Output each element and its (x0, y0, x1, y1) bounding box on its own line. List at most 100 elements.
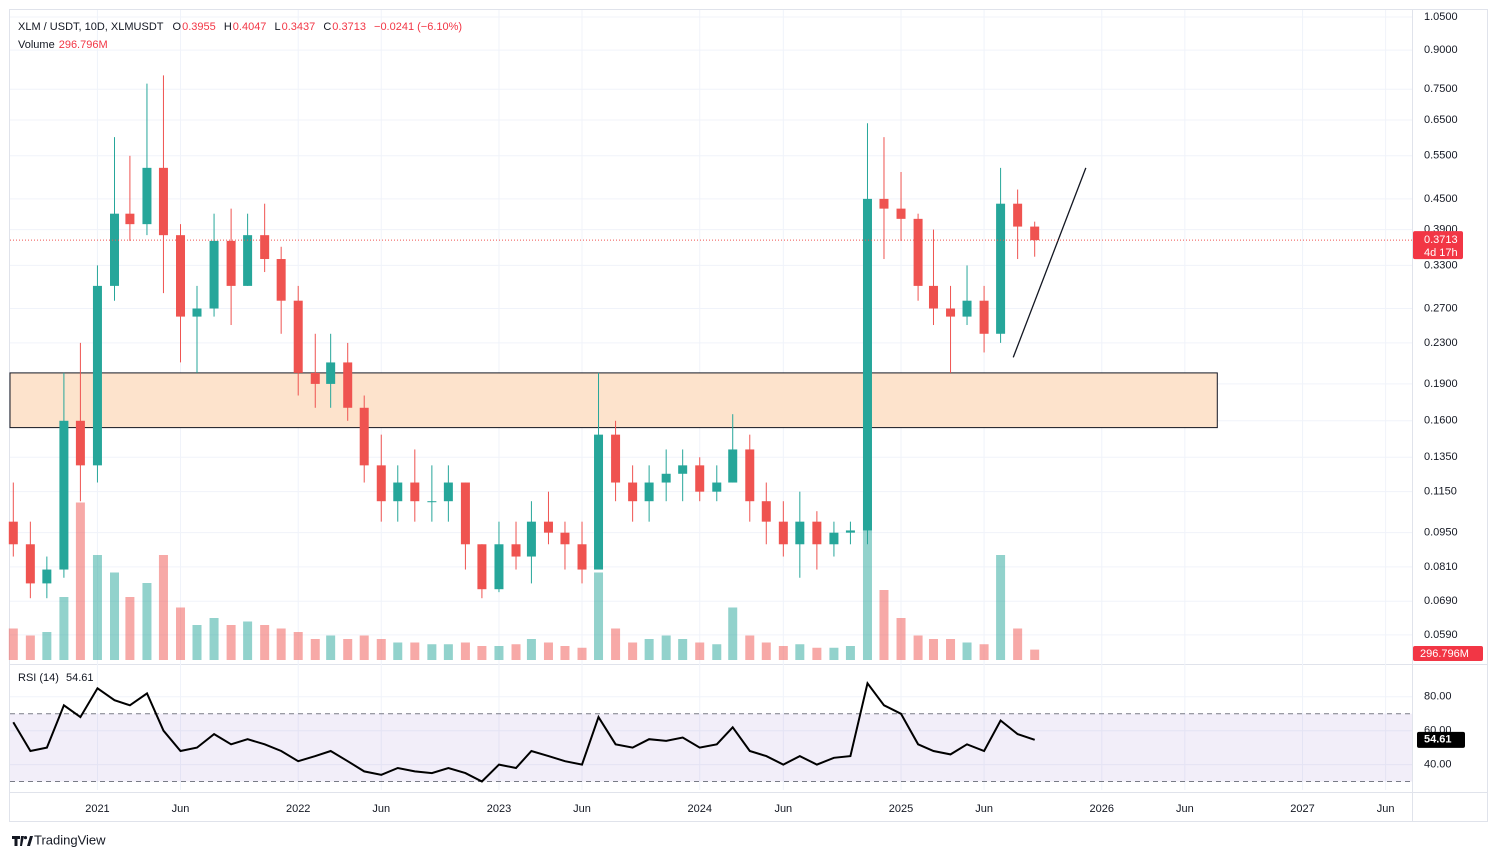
support-zone (9, 372, 1218, 429)
y-tick-label: 0.3300 (1424, 259, 1458, 271)
x-tick-label: 2027 (1290, 803, 1314, 815)
candle-body (812, 521, 822, 545)
candle-body (494, 544, 504, 590)
volume-bar (560, 646, 570, 660)
candle-body (410, 482, 420, 502)
candle-body (928, 285, 938, 309)
rsi-value: 54.61 (66, 672, 94, 684)
volume-bar (879, 590, 889, 660)
candle-body (142, 167, 152, 225)
candle-body (276, 259, 286, 301)
o-label: O (172, 21, 182, 33)
rsi-band (10, 713, 1412, 782)
candle-body (42, 569, 52, 584)
volume-bar (845, 646, 855, 660)
volume-bar (862, 492, 872, 660)
volume-name: Volume (18, 39, 55, 51)
candle-body (176, 235, 186, 317)
volume-bar (209, 618, 219, 660)
rsi-tick-label: 40.00 (1424, 758, 1452, 770)
volume-bar (745, 635, 755, 660)
x-tick-label: Jun (1377, 803, 1395, 815)
candle-body (192, 308, 202, 317)
volume-bar (142, 583, 152, 660)
c-value: 0.3713 (332, 21, 366, 33)
legend: XLM / USDT, 10D, XLMUSDT O0.3955 H0.4047… (18, 18, 467, 54)
candle-body (913, 218, 923, 286)
x-tick-label: Jun (372, 803, 390, 815)
candle-body (678, 465, 688, 474)
candle-body (75, 420, 85, 466)
candle-body (226, 240, 236, 286)
x-tick-label: Jun (774, 803, 792, 815)
candle-body (393, 482, 403, 502)
y-tick-label: 0.2700 (1424, 302, 1458, 314)
candle-body (979, 300, 989, 334)
volume-bar (42, 632, 52, 660)
y-tick-label: 0.4500 (1424, 193, 1458, 205)
candle-body (92, 285, 102, 466)
candle-body (25, 544, 35, 584)
o-value: 0.3955 (182, 21, 216, 33)
symbol-row: XLM / USDT, 10D, XLMUSDT O0.3955 H0.4047… (18, 18, 467, 36)
y-tick-label: 0.0810 (1424, 561, 1458, 573)
l-label: L (274, 21, 281, 33)
candle-body (695, 465, 705, 492)
x-tick-label: 2025 (889, 803, 913, 815)
h-label: H (223, 21, 232, 33)
volume-bar (427, 644, 437, 660)
y-tick-label: 0.1900 (1424, 378, 1458, 390)
volume-bar (243, 621, 253, 660)
x-tick-label: Jun (1176, 803, 1194, 815)
rsi-tag-label: 54.61 (1424, 734, 1452, 746)
candle-body (962, 300, 972, 317)
y-tick-label: 0.1600 (1424, 415, 1458, 427)
candle-body (594, 434, 604, 570)
volume-bar (376, 639, 386, 660)
volume-bar (110, 572, 120, 660)
x-tick-label: 2022 (286, 803, 310, 815)
candle-body (896, 208, 906, 219)
candle-body (243, 235, 253, 286)
y-tick-label: 0.1150 (1424, 486, 1457, 498)
volume-bar (293, 632, 303, 660)
volume-bar (359, 635, 369, 660)
countdown-label: 4d 17h (1424, 247, 1458, 259)
volume-bar (996, 555, 1006, 660)
volume-bar (644, 639, 654, 660)
candle-body (59, 420, 69, 570)
volume-bar (443, 644, 453, 660)
candle-body (526, 521, 536, 557)
volume-bar (896, 618, 906, 660)
candle-body (376, 465, 386, 502)
candle-body (644, 482, 654, 502)
volume-bar (158, 555, 168, 660)
candle-body (1030, 226, 1040, 241)
y-tick-label: 0.0590 (1424, 629, 1458, 641)
symbol: XLM / USDT, 10D, XLMUSDT (18, 21, 164, 33)
x-tick-label: 2021 (85, 803, 109, 815)
volume-bar (226, 625, 236, 660)
volume-bar (678, 639, 688, 660)
volume-bar (192, 625, 202, 660)
brand-logo (12, 836, 33, 846)
candle-body (543, 521, 553, 533)
x-tick-label: 2023 (487, 803, 511, 815)
candle-body (125, 213, 135, 225)
volume-bar (25, 635, 35, 660)
volume-bar (946, 639, 956, 660)
candle-body (209, 240, 219, 309)
volume-bar (611, 628, 621, 660)
x-tick-label: 2024 (687, 803, 711, 815)
candle-body (879, 198, 889, 209)
volume-bar (577, 647, 587, 660)
candle-body (110, 213, 120, 286)
candle-body (511, 544, 521, 557)
candle-body (343, 362, 353, 408)
volume-bar (778, 646, 788, 660)
rsi-line (12, 680, 1036, 783)
volume-bar (176, 607, 186, 660)
